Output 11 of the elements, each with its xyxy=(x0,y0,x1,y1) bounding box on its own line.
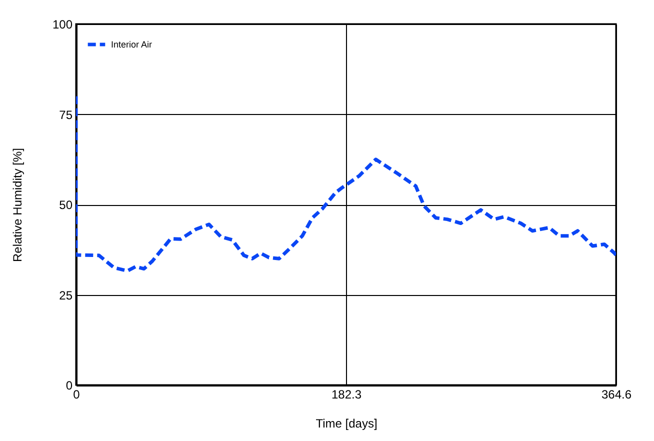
y-tick-label: 50 xyxy=(59,198,73,212)
y-tick-label: 75 xyxy=(59,108,73,122)
x-tick-label: 182.3 xyxy=(331,388,362,402)
y-tick-label: 25 xyxy=(59,288,73,302)
y-tick-label: 100 xyxy=(52,18,73,32)
y-tick-label: 0 xyxy=(66,378,73,392)
y-axis-title: Relative Humidity [%] xyxy=(10,148,24,262)
line-series xyxy=(76,94,616,273)
legend-label: Interior Air xyxy=(111,40,152,50)
x-axis-title: Time [days] xyxy=(316,416,378,430)
x-tick-label: 364.6 xyxy=(601,388,632,402)
